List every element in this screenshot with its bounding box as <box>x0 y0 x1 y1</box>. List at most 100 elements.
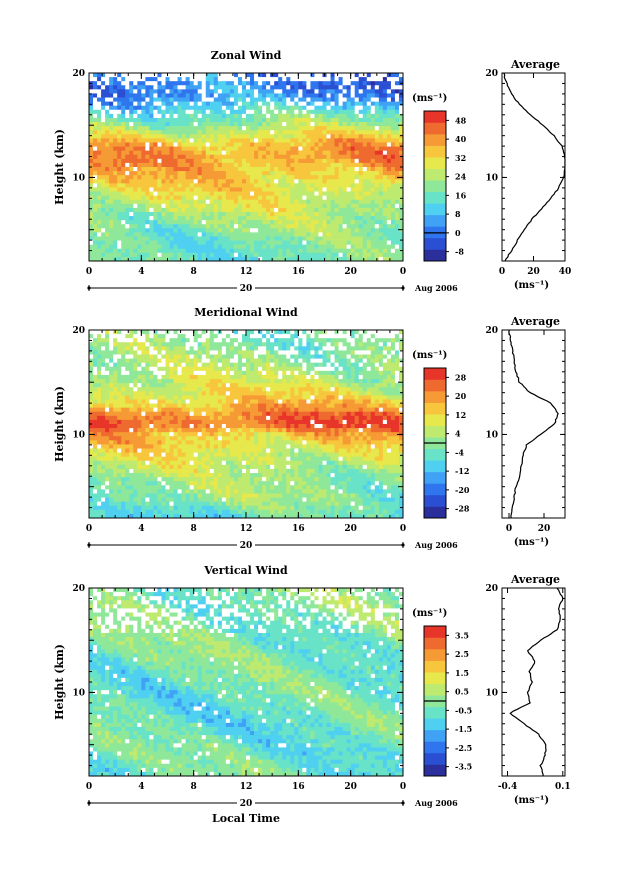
heat-cell <box>306 256 311 262</box>
heat-cell <box>201 138 207 143</box>
heat-cell <box>161 81 166 86</box>
heat-cell <box>306 387 311 392</box>
heat-cell <box>270 203 275 209</box>
heat-cell <box>221 199 227 205</box>
heat-cell <box>374 216 380 221</box>
heat-cell <box>145 350 150 355</box>
heat-cell <box>125 73 130 78</box>
heat-cell <box>161 383 166 388</box>
heat-cell <box>258 117 263 123</box>
heat-cell <box>241 358 247 364</box>
heat-cell <box>258 248 263 254</box>
heat-cell <box>390 216 396 221</box>
day-bar-dot <box>87 286 91 290</box>
heat-cell <box>213 216 219 221</box>
heat-cell <box>113 89 118 94</box>
heat-cell <box>378 346 384 351</box>
heat-cell <box>121 130 126 135</box>
heat-cell <box>298 379 303 384</box>
heat-cell <box>241 146 247 152</box>
heat-cell <box>286 387 291 392</box>
heat-cell <box>145 256 150 262</box>
heat-cell <box>270 387 275 392</box>
heat-cell <box>185 383 191 388</box>
heat-cell <box>89 183 94 188</box>
heat-cell <box>318 350 323 355</box>
heat-cell <box>294 154 299 160</box>
heat-cell <box>350 354 356 360</box>
heat-cell <box>205 220 211 225</box>
heat-cell <box>330 379 335 384</box>
heat-cell <box>169 228 174 233</box>
heat-cell <box>145 93 150 98</box>
heat-cell <box>246 73 251 78</box>
heat-cell <box>366 81 372 86</box>
heat-cell <box>262 346 267 351</box>
heat-cell <box>318 146 323 152</box>
heat-cell <box>217 350 223 355</box>
heat-cell <box>241 109 247 115</box>
heat-cell <box>362 379 368 384</box>
heat-cell <box>390 383 396 388</box>
heat-cell <box>233 183 239 188</box>
heat-cell <box>149 109 154 115</box>
heat-cell <box>270 244 275 250</box>
heat-cell <box>153 220 158 225</box>
heat-cell <box>97 342 102 347</box>
heat-cell <box>189 162 195 168</box>
heat-cell <box>394 142 400 147</box>
heat-cell <box>201 167 207 172</box>
heat-cell <box>350 240 356 246</box>
heat-cell <box>221 232 227 237</box>
heat-cell <box>205 93 211 98</box>
heat-cell <box>97 387 102 392</box>
heat-cell <box>205 216 211 221</box>
heat-cell <box>93 89 98 94</box>
heat-cell <box>173 73 178 78</box>
heat-cell <box>258 142 263 147</box>
heat-cell <box>205 134 211 139</box>
heat-cell <box>121 113 126 119</box>
heat-cell <box>237 224 243 229</box>
heat-cell <box>185 334 191 339</box>
heat-cell <box>314 350 319 355</box>
heat-cell <box>189 387 195 392</box>
heat-cell <box>149 138 154 143</box>
profile-unit: (ms⁻¹) <box>514 280 549 291</box>
heat-cell <box>125 117 130 123</box>
heat-cell <box>189 126 195 131</box>
heat-cell <box>362 146 368 152</box>
heat-cell <box>225 252 231 258</box>
heat-cell <box>217 354 223 360</box>
heat-cell <box>362 354 368 360</box>
heat-cell <box>326 211 331 217</box>
heat-cell <box>189 101 195 107</box>
heat-cell <box>378 105 384 111</box>
heat-cell <box>270 179 275 184</box>
heat-cell <box>342 171 348 176</box>
heat-cell <box>177 207 182 213</box>
heat-cell <box>137 387 142 392</box>
heat-cell <box>386 379 392 384</box>
heat-cell <box>225 93 231 98</box>
heat-cell <box>197 232 203 237</box>
heat-cell <box>129 183 134 188</box>
heat-cell <box>294 126 299 131</box>
heat-cell <box>185 252 191 258</box>
heat-cell <box>346 370 352 376</box>
heat-cell <box>306 350 311 355</box>
heat-cell <box>322 211 327 217</box>
heat-cell <box>262 154 267 160</box>
heat-cell <box>310 216 315 221</box>
heat-cell <box>221 130 227 135</box>
heat-cell <box>314 244 319 250</box>
heat-cell <box>322 97 327 103</box>
heat-cell <box>310 203 315 209</box>
heat-cell <box>342 366 348 372</box>
heat-cell <box>169 162 174 168</box>
heat-cell <box>181 138 187 143</box>
heat-cell <box>205 175 211 180</box>
heat-cell <box>137 142 142 147</box>
heat-cell <box>125 81 130 86</box>
heat-cell <box>358 85 364 90</box>
